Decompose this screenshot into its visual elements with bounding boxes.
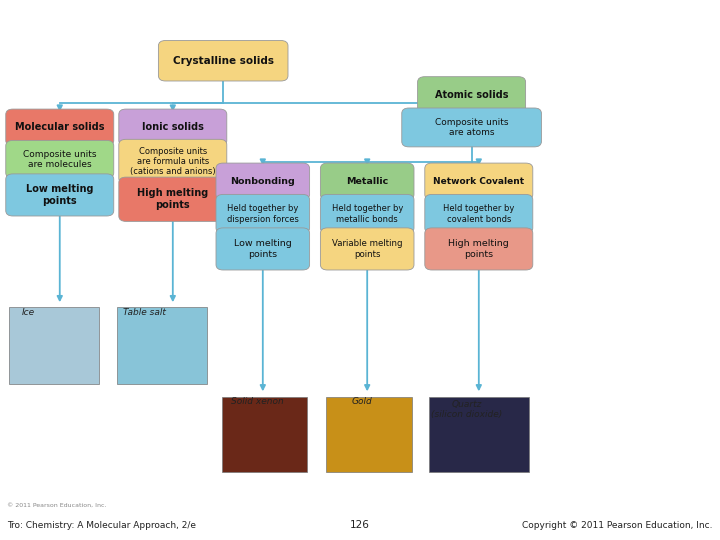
FancyBboxPatch shape: [402, 108, 541, 147]
FancyBboxPatch shape: [320, 163, 414, 200]
FancyBboxPatch shape: [429, 397, 529, 472]
FancyBboxPatch shape: [418, 77, 526, 113]
Text: 126: 126: [350, 520, 370, 530]
Text: Quartz
(silicon dioxide): Quartz (silicon dioxide): [431, 400, 502, 419]
FancyBboxPatch shape: [158, 40, 288, 81]
Text: Ionic solids: Ionic solids: [142, 123, 204, 132]
Text: Composite units
are formula units
(cations and anions): Composite units are formula units (catio…: [130, 146, 215, 177]
FancyBboxPatch shape: [117, 307, 207, 384]
FancyBboxPatch shape: [320, 194, 414, 233]
FancyBboxPatch shape: [9, 307, 99, 384]
FancyBboxPatch shape: [6, 174, 114, 216]
FancyBboxPatch shape: [119, 139, 227, 184]
FancyBboxPatch shape: [6, 109, 114, 146]
Text: Molecular solids: Molecular solids: [15, 123, 104, 132]
Text: Network Covalent: Network Covalent: [433, 177, 524, 186]
Text: Held together by
dispersion forces: Held together by dispersion forces: [227, 204, 299, 224]
Text: Atomic solids: Atomic solids: [435, 90, 508, 100]
Text: Composite units
are molecules: Composite units are molecules: [23, 150, 96, 169]
Text: High melting
points: High melting points: [449, 239, 509, 259]
Text: High melting
points: High melting points: [138, 188, 208, 210]
Text: Nonbonding: Nonbonding: [230, 177, 295, 186]
Text: Variable melting
points: Variable melting points: [332, 239, 402, 259]
Text: Table salt: Table salt: [122, 308, 166, 317]
FancyBboxPatch shape: [119, 109, 227, 146]
Text: Solid xenon: Solid xenon: [231, 397, 284, 406]
FancyBboxPatch shape: [222, 397, 307, 472]
Text: Crystalline solids: Crystalline solids: [173, 56, 274, 66]
Text: Metallic: Metallic: [346, 177, 388, 186]
FancyBboxPatch shape: [326, 397, 412, 472]
FancyBboxPatch shape: [6, 140, 114, 178]
Text: Gold: Gold: [352, 397, 372, 406]
FancyBboxPatch shape: [216, 163, 310, 200]
Text: Composite units
are atoms: Composite units are atoms: [435, 118, 508, 137]
Text: Held together by
covalent bonds: Held together by covalent bonds: [443, 204, 515, 224]
FancyBboxPatch shape: [425, 163, 533, 200]
FancyBboxPatch shape: [425, 194, 533, 233]
Text: Low melting
points: Low melting points: [26, 184, 94, 206]
Text: Low melting
points: Low melting points: [234, 239, 292, 259]
FancyBboxPatch shape: [320, 228, 414, 270]
Text: Tro: Chemistry: A Molecular Approach, 2/e: Tro: Chemistry: A Molecular Approach, 2/…: [7, 521, 196, 530]
FancyBboxPatch shape: [216, 228, 310, 270]
Text: Ice: Ice: [22, 308, 35, 317]
Text: Held together by
metallic bonds: Held together by metallic bonds: [331, 204, 403, 224]
Text: Copyright © 2011 Pearson Education, Inc.: Copyright © 2011 Pearson Education, Inc.: [522, 521, 713, 530]
FancyBboxPatch shape: [216, 194, 310, 233]
Text: © 2011 Pearson Education, Inc.: © 2011 Pearson Education, Inc.: [7, 503, 107, 508]
FancyBboxPatch shape: [119, 177, 227, 221]
FancyBboxPatch shape: [425, 228, 533, 270]
